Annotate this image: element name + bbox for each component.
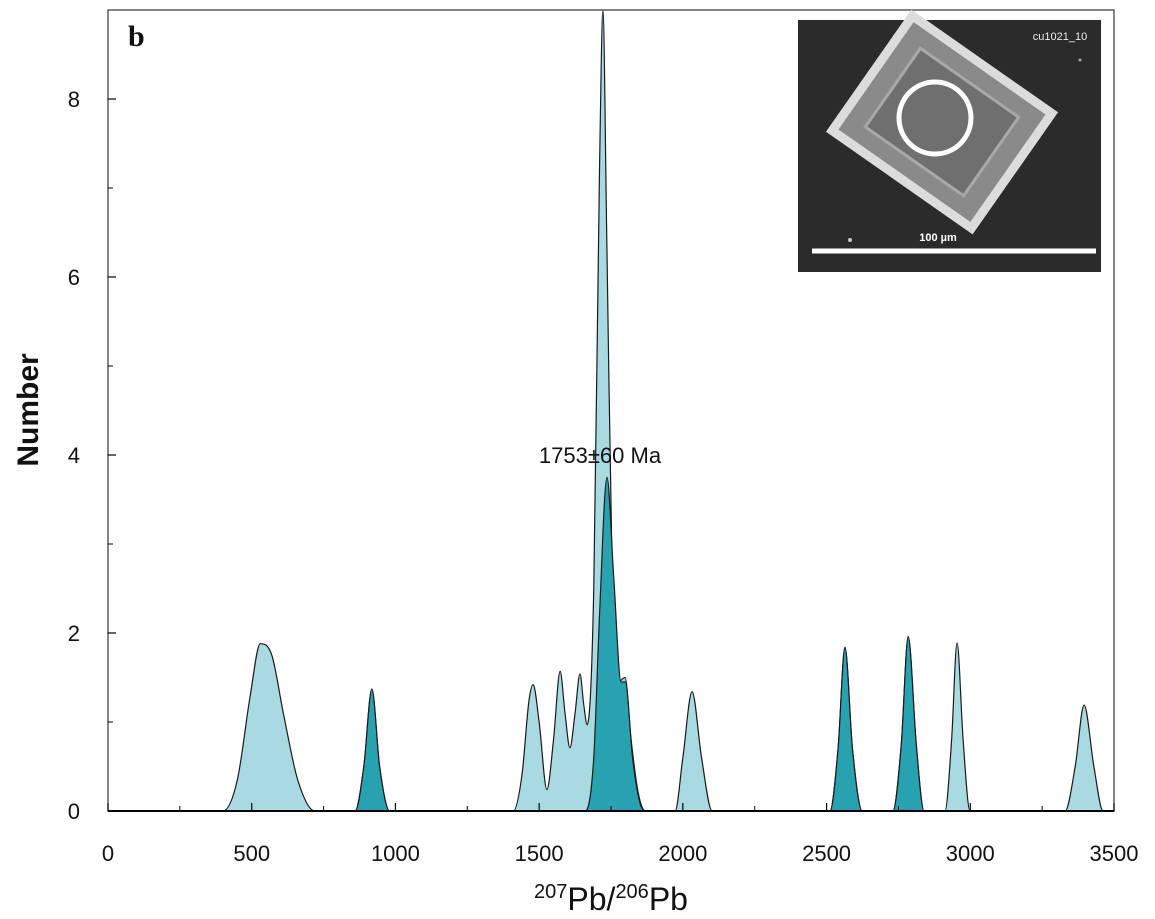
speck xyxy=(848,238,852,242)
inset-image: 100 µm cu1021_10 xyxy=(798,9,1101,272)
scale-label: 100 µm xyxy=(919,232,957,244)
x-label-part: 207 xyxy=(534,881,567,903)
x-label-part: Pb/ xyxy=(567,881,615,917)
y-tick-label: 4 xyxy=(68,443,80,468)
x-tick-label: 2000 xyxy=(658,841,707,866)
y-tick-label: 6 xyxy=(68,265,80,290)
x-axis-label: 207Pb/206Pb xyxy=(534,881,688,917)
crystal xyxy=(825,9,1059,235)
plot-area: 0 2 4 6 8 0 500 1000 1500 2000 2500 3000 3500 xyxy=(68,9,1139,866)
x-tick-label: 500 xyxy=(233,841,270,866)
y-axis-label: Number xyxy=(12,353,45,467)
x-tick-label: 0 xyxy=(102,841,114,866)
y-tick-label: 0 xyxy=(68,799,80,824)
x-label-part: 206 xyxy=(615,881,648,903)
x-label-part: Pb xyxy=(649,881,688,917)
density-area xyxy=(107,476,1115,812)
crystal-core xyxy=(863,46,1021,198)
x-tick-label: 3000 xyxy=(946,841,995,866)
y-tick-label: 2 xyxy=(68,621,80,646)
y-tick-label: 8 xyxy=(68,87,80,112)
spot-circle xyxy=(896,79,974,157)
x-tick-label: 1500 xyxy=(515,841,564,866)
sample-label: cu1021_10 xyxy=(1033,31,1087,43)
x-tick-label: 3500 xyxy=(1090,841,1139,866)
annotation: 1753±60 Ma xyxy=(539,443,662,468)
speck xyxy=(1078,58,1082,62)
x-tick-label: 1000 xyxy=(371,841,420,866)
x-tick-label: 2500 xyxy=(802,841,851,866)
panel-label: b xyxy=(128,20,145,53)
